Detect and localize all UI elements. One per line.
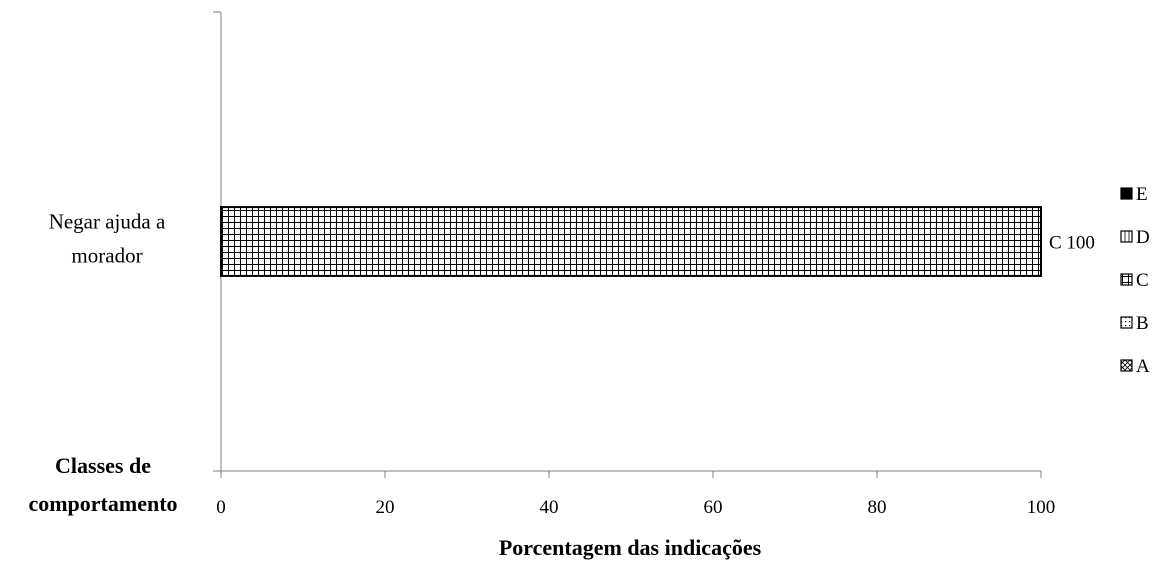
legend-item-d: D xyxy=(1120,227,1150,248)
x-tick-label: 20 xyxy=(376,497,395,518)
category-label: morador xyxy=(71,244,142,268)
legend-label: B xyxy=(1136,313,1149,334)
legend-swatch-d xyxy=(1120,230,1133,243)
legend-item-c: C xyxy=(1120,270,1149,291)
legend-label: D xyxy=(1136,227,1150,248)
x-tick-label: 80 xyxy=(868,497,887,518)
x-axis-title: Porcentagem das indicações xyxy=(499,535,762,560)
legend-swatch-b xyxy=(1120,316,1133,329)
legend-swatch-a xyxy=(1120,359,1133,372)
legend-item-a: A xyxy=(1120,356,1150,377)
legend-item-b: B xyxy=(1120,313,1149,334)
x-ticks: 0 20 40 60 80 100 xyxy=(216,471,1055,518)
legend-swatch-e xyxy=(1120,187,1133,200)
bar-c xyxy=(220,206,1042,277)
legend-label: C xyxy=(1136,270,1149,291)
legend-label: E xyxy=(1136,184,1148,205)
x-tick-label: 100 xyxy=(1027,497,1056,518)
category-labels: Negar ajuda a morador xyxy=(49,210,166,268)
legend-label: A xyxy=(1136,356,1150,377)
x-tick-label: 0 xyxy=(216,497,226,518)
data-label: C 100 xyxy=(1049,233,1095,254)
y-axis-title-line-2: comportamento xyxy=(28,491,177,516)
legend-swatch-c xyxy=(1120,273,1133,286)
legend: E D C B A xyxy=(1120,184,1150,377)
bars: C 100 xyxy=(220,206,1095,277)
y-axis-title-line-1: Classes de xyxy=(55,453,151,478)
category-label: Negar ajuda a xyxy=(49,210,166,234)
x-tick-label: 40 xyxy=(540,497,559,518)
legend-item-e: E xyxy=(1120,184,1148,205)
x-tick-label: 60 xyxy=(704,497,723,518)
